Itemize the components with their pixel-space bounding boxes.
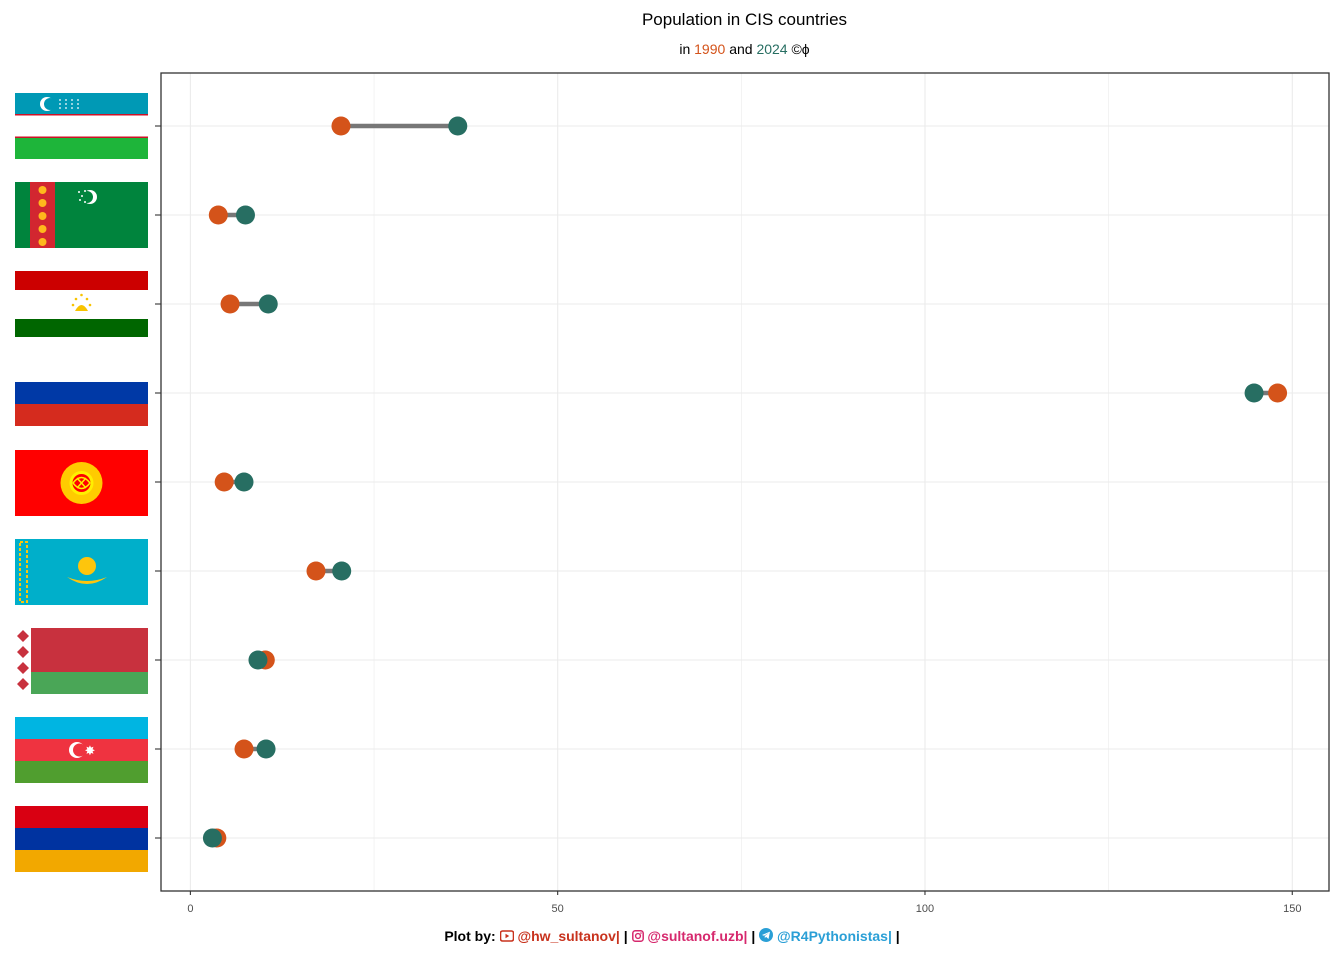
point-1990 xyxy=(220,294,240,314)
flag-uzbekistan xyxy=(15,93,148,159)
point-2024 xyxy=(202,828,222,848)
x-tick-label: 0 xyxy=(187,903,193,915)
subtitle-joiner: and xyxy=(729,41,753,57)
point-2024 xyxy=(234,472,254,492)
chart-title: Population in CIS countries xyxy=(641,10,848,29)
point-1990 xyxy=(1268,383,1288,403)
point-1990 xyxy=(208,205,228,225)
youtube-icon xyxy=(499,930,514,942)
point-1990 xyxy=(234,739,254,759)
caption-separator: | xyxy=(615,928,620,944)
point-1990 xyxy=(331,116,351,136)
flag-azerbaijan: ✸ xyxy=(15,717,148,783)
x-tick-label: 50 xyxy=(552,903,564,915)
flag-belarus xyxy=(15,628,148,694)
subtitle-year-2024: 2024 xyxy=(756,41,788,57)
caption-separator: | xyxy=(743,928,748,944)
caption-separator: | xyxy=(887,928,892,944)
subtitle-year-1990: 1990 xyxy=(694,41,726,57)
x-tick-label: 100 xyxy=(916,903,934,915)
subtitle-suffix: ©ϕ xyxy=(791,41,810,57)
point-2024 xyxy=(1244,383,1264,403)
x-tick-label: 150 xyxy=(1283,903,1301,915)
flag-kyrgyzstan xyxy=(15,450,148,516)
telegram-icon xyxy=(759,928,774,942)
point-2024 xyxy=(235,205,255,225)
point-1990 xyxy=(306,561,326,581)
point-2024 xyxy=(248,650,268,670)
point-2024 xyxy=(256,739,276,759)
caption-separator: | xyxy=(895,928,900,944)
youtube-handle[interactable]: @hw_sultanov xyxy=(517,928,616,944)
flag-tajikistan xyxy=(15,271,148,337)
point-2024 xyxy=(258,294,278,314)
flag-armenia xyxy=(15,806,148,872)
caption: Plot by: @hw_sultanov| | @sultanof.uzb| … xyxy=(0,928,1344,944)
instagram-icon xyxy=(631,930,644,942)
instagram-handle[interactable]: @sultanof.uzb xyxy=(647,928,744,944)
caption-separator: | xyxy=(623,928,628,944)
flag-russia xyxy=(15,360,148,426)
svg-text:✸: ✸ xyxy=(85,744,96,759)
caption-separator: | xyxy=(751,928,756,944)
point-1990 xyxy=(214,472,234,492)
flag-kazakhstan xyxy=(15,539,148,605)
subtitle-prefix: in xyxy=(679,41,691,57)
chart-subtitle: in 1990 and 2024 ©ϕ xyxy=(160,41,1329,57)
flag-turkmenistan xyxy=(15,182,148,248)
caption-label: Plot by: xyxy=(444,928,496,944)
panel-border xyxy=(160,72,1330,892)
point-2024 xyxy=(332,561,352,581)
telegram-handle[interactable]: @R4Pythonistas xyxy=(777,928,888,944)
point-2024 xyxy=(448,116,468,136)
